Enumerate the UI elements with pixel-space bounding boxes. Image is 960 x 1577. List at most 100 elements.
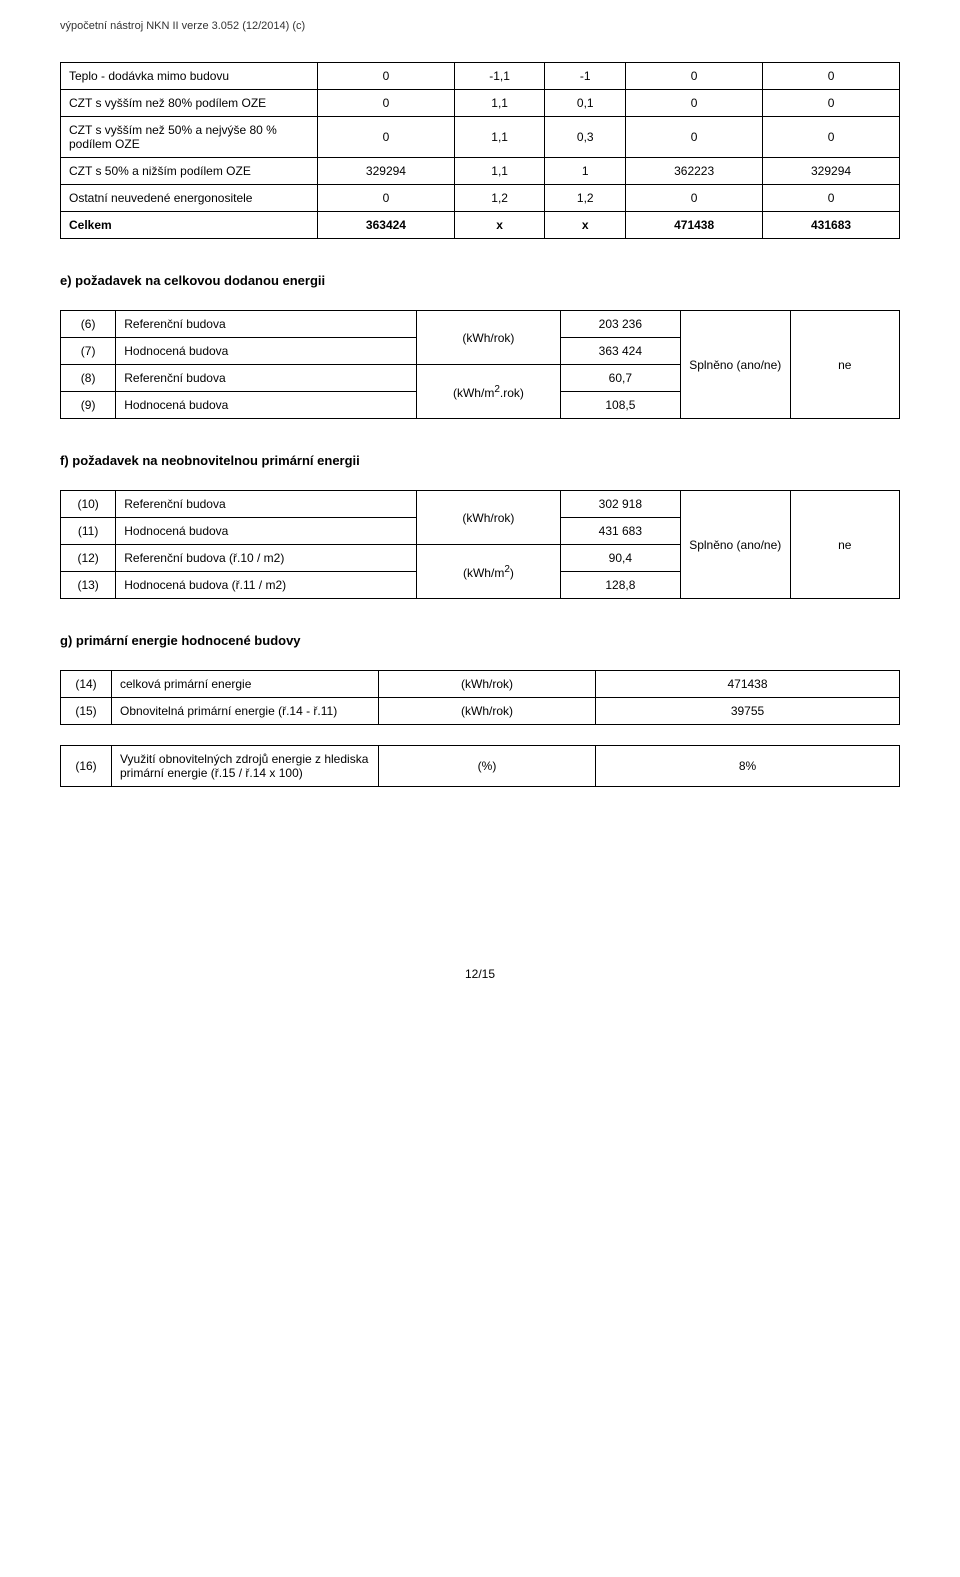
cell-label: Referenční budova (ř.10 / m2): [116, 545, 417, 572]
cell-label: CZT s vyšším než 80% podílem OZE: [61, 90, 318, 117]
cell-unit: (kWh/m2.rok): [417, 365, 560, 419]
cell-label: Hodnocená budova: [116, 518, 417, 545]
cell-value: 0,1: [545, 90, 626, 117]
cell-unit: (kWh/rok): [379, 698, 596, 725]
table-row: Ostatní neuvedené energonositele 0 1,2 1…: [61, 185, 900, 212]
cell-value: 471438: [626, 212, 763, 239]
header-note: výpočetní nástroj NKN II verze 3.052 (12…: [60, 20, 900, 32]
cell-idx: (13): [61, 572, 116, 599]
cell-idx: (15): [61, 698, 112, 725]
cell-value: 0: [318, 117, 455, 158]
cell-result: ne: [790, 311, 899, 419]
cell-idx: (8): [61, 365, 116, 392]
cell-value: 1,1: [454, 90, 544, 117]
cell-value: 1,1: [454, 158, 544, 185]
cell-idx: (14): [61, 671, 112, 698]
cell-label: Hodnocená budova: [116, 338, 417, 365]
cell-unit: (%): [379, 746, 596, 787]
table-row: (16) Využití obnovitelných zdrojů energi…: [61, 746, 900, 787]
cell-value: 329294: [763, 158, 900, 185]
section-e-title: e) požadavek na celkovou dodanou energii: [60, 273, 900, 288]
cell-value: 0: [626, 90, 763, 117]
table-row: CZT s vyšším než 50% a nejvýše 80 % podí…: [61, 117, 900, 158]
cell-value: 203 236: [560, 311, 681, 338]
cell-idx: (12): [61, 545, 116, 572]
table-row: Teplo - dodávka mimo budovu 0 -1,1 -1 0 …: [61, 63, 900, 90]
cell-value: 0: [763, 185, 900, 212]
cell-split-label: Splněno (ano/ne): [681, 311, 790, 419]
cell-value: 1,2: [545, 185, 626, 212]
cell-label: Hodnocená budova (ř.11 / m2): [116, 572, 417, 599]
cell-value: 0: [318, 90, 455, 117]
cell-value: 431683: [763, 212, 900, 239]
cell-value: x: [545, 212, 626, 239]
table-row: CZT s vyšším než 80% podílem OZE 0 1,1 0…: [61, 90, 900, 117]
cell-value: 0: [626, 185, 763, 212]
table-g1: (14) celková primární energie (kWh/rok) …: [60, 670, 900, 725]
cell-idx: (11): [61, 518, 116, 545]
cell-value: 0,3: [545, 117, 626, 158]
cell-split-label: Splněno (ano/ne): [681, 491, 790, 599]
cell-value: 1,1: [454, 117, 544, 158]
cell-value: -1,1: [454, 63, 544, 90]
cell-value: 128,8: [560, 572, 681, 599]
cell-idx: (6): [61, 311, 116, 338]
table-row: (6) Referenční budova (kWh/rok) 203 236 …: [61, 311, 900, 338]
section-f-title: f) požadavek na neobnovitelnou primární …: [60, 453, 900, 468]
cell-unit: (kWh/rok): [417, 491, 560, 545]
cell-label: Teplo - dodávka mimo budovu: [61, 63, 318, 90]
cell-value: 39755: [596, 698, 900, 725]
page-number: 12/15: [60, 967, 900, 981]
cell-label: Celkem: [61, 212, 318, 239]
table-f: (10) Referenční budova (kWh/rok) 302 918…: [60, 490, 900, 599]
cell-idx: (16): [61, 746, 112, 787]
cell-value: 0: [318, 63, 455, 90]
cell-label: Referenční budova: [116, 491, 417, 518]
cell-unit: (kWh/rok): [417, 311, 560, 365]
cell-unit: (kWh/m2): [417, 545, 560, 599]
cell-label: Referenční budova: [116, 311, 417, 338]
cell-label: Ostatní neuvedené energonositele: [61, 185, 318, 212]
cell-result: ne: [790, 491, 899, 599]
cell-value: 108,5: [560, 392, 681, 419]
cell-value: 471438: [596, 671, 900, 698]
section-g-title: g) primární energie hodnocené budovy: [60, 633, 900, 648]
cell-idx: (7): [61, 338, 116, 365]
cell-label: celková primární energie: [112, 671, 379, 698]
cell-value: 0: [318, 185, 455, 212]
cell-label: Využití obnovitelných zdrojů energie z h…: [112, 746, 379, 787]
table-row: (15) Obnovitelná primární energie (ř.14 …: [61, 698, 900, 725]
cell-unit: (kWh/rok): [379, 671, 596, 698]
cell-value: 431 683: [560, 518, 681, 545]
table-row: (10) Referenční budova (kWh/rok) 302 918…: [61, 491, 900, 518]
table-g2: (16) Využití obnovitelných zdrojů energi…: [60, 745, 900, 787]
table-row: CZT s 50% a nižším podílem OZE 329294 1,…: [61, 158, 900, 185]
cell-label: Obnovitelná primární energie (ř.14 - ř.1…: [112, 698, 379, 725]
cell-label: Hodnocená budova: [116, 392, 417, 419]
cell-label: CZT s vyšším než 50% a nejvýše 80 % podí…: [61, 117, 318, 158]
cell-idx: (10): [61, 491, 116, 518]
cell-value: 362223: [626, 158, 763, 185]
cell-value: 90,4: [560, 545, 681, 572]
cell-value: 329294: [318, 158, 455, 185]
cell-value: 0: [763, 63, 900, 90]
cell-value: 363424: [318, 212, 455, 239]
cell-value: 60,7: [560, 365, 681, 392]
cell-label: Referenční budova: [116, 365, 417, 392]
table-row: (14) celková primární energie (kWh/rok) …: [61, 671, 900, 698]
cell-idx: (9): [61, 392, 116, 419]
table-top: Teplo - dodávka mimo budovu 0 -1,1 -1 0 …: [60, 62, 900, 239]
cell-label: CZT s 50% a nižším podílem OZE: [61, 158, 318, 185]
cell-value: x: [454, 212, 544, 239]
cell-value: -1: [545, 63, 626, 90]
cell-value: 302 918: [560, 491, 681, 518]
table-row: Celkem 363424 x x 471438 431683: [61, 212, 900, 239]
cell-value: 1: [545, 158, 626, 185]
cell-value: 363 424: [560, 338, 681, 365]
cell-value: 0: [626, 63, 763, 90]
cell-value: 1,2: [454, 185, 544, 212]
cell-value: 0: [626, 117, 763, 158]
cell-value: 8%: [596, 746, 900, 787]
table-e: (6) Referenční budova (kWh/rok) 203 236 …: [60, 310, 900, 419]
cell-value: 0: [763, 90, 900, 117]
